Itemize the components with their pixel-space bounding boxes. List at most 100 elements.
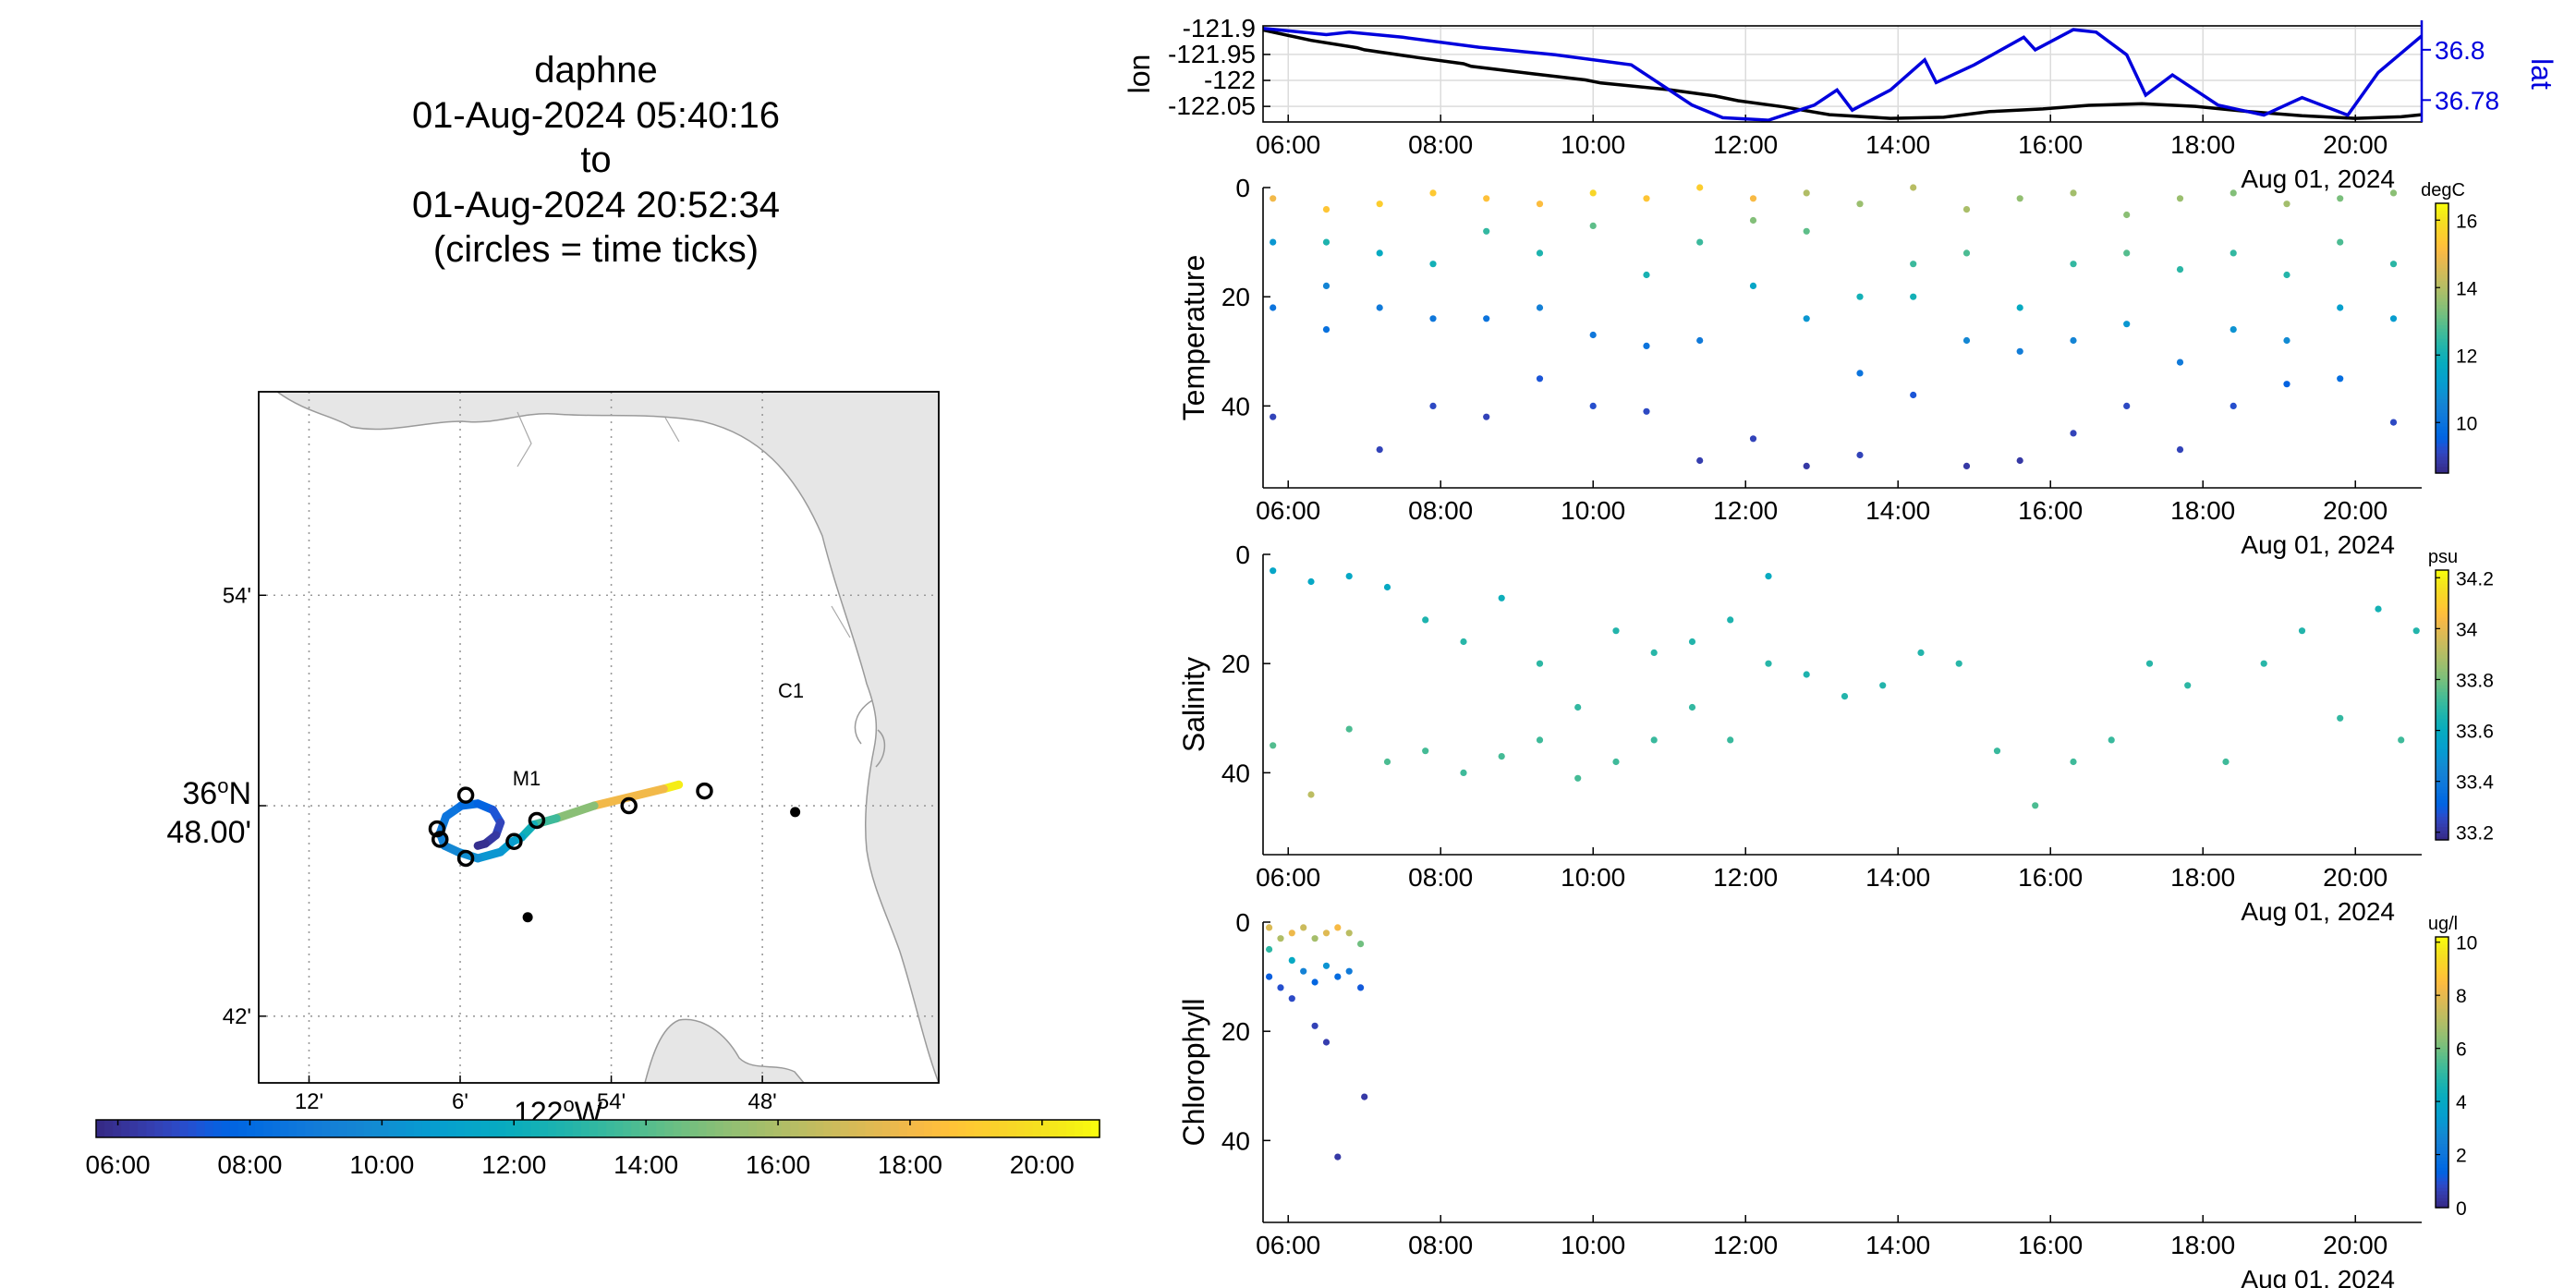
map-colorbar-cell bbox=[272, 1120, 281, 1137]
x-tick-label: 16:00 bbox=[2018, 130, 2083, 159]
data-point bbox=[1322, 282, 1331, 289]
data-point bbox=[1962, 249, 1971, 257]
data-point bbox=[1277, 935, 1284, 942]
map-colorbar-cell bbox=[898, 1120, 908, 1137]
colorbar-cell bbox=[2436, 273, 2448, 278]
colorbar-cell bbox=[2436, 579, 2448, 585]
colorbar-cell bbox=[2436, 990, 2448, 995]
colorbar-cell bbox=[2436, 1136, 2448, 1141]
map-colorbar-cell bbox=[564, 1120, 574, 1137]
map-colorbar-tick-label: 20:00 bbox=[1010, 1150, 1075, 1179]
x-tick-label: 14:00 bbox=[1865, 130, 1930, 159]
map-colorbar-cell bbox=[1049, 1120, 1059, 1137]
x-tick-label: 06:00 bbox=[1256, 863, 1320, 892]
map-colorbar-cell bbox=[188, 1120, 198, 1137]
data-point bbox=[1696, 336, 1704, 345]
colorbar-cell bbox=[2436, 226, 2448, 231]
data-point bbox=[2389, 189, 2398, 197]
colorbar-cell bbox=[2436, 681, 2448, 686]
colorbar-cell bbox=[2436, 711, 2448, 716]
map-colorbar-cell bbox=[639, 1120, 650, 1137]
colorbar-cell bbox=[2436, 412, 2448, 417]
colorbar-cell bbox=[2436, 603, 2448, 608]
data-point bbox=[2176, 266, 2184, 273]
x-tick-label: 10:00 bbox=[1561, 863, 1625, 892]
colorbar-cell bbox=[2436, 392, 2448, 396]
colorbar-tick-label: 8 bbox=[2456, 986, 2467, 1007]
colorbar-cell bbox=[2436, 695, 2448, 699]
colorbar-cell bbox=[2436, 1184, 2448, 1188]
colorbar-cell bbox=[2436, 620, 2448, 625]
data-point bbox=[1688, 703, 1696, 711]
data-point bbox=[1345, 930, 1353, 937]
x-tick-label: 06:00 bbox=[1256, 130, 1320, 159]
salinity-axis-label: Salinity bbox=[1177, 657, 1210, 752]
colorbar-cell bbox=[2436, 728, 2448, 733]
colorbar-cell bbox=[2436, 722, 2448, 726]
colorbar-tick-label: 12 bbox=[2456, 346, 2477, 367]
lat-axis-label: lat bbox=[2525, 58, 2558, 90]
colorbar-cell bbox=[2436, 765, 2448, 770]
colorbar-cell bbox=[2436, 994, 2448, 999]
map-colorbar-cell bbox=[1024, 1120, 1034, 1137]
map-colorbar-cell bbox=[547, 1120, 557, 1137]
colorbar-cell bbox=[2436, 203, 2448, 208]
colorbar-cell bbox=[2436, 406, 2448, 410]
map-colorbar-cell bbox=[505, 1120, 516, 1137]
colorbar-cell bbox=[2436, 789, 2448, 794]
map-colorbar-cell bbox=[1082, 1120, 1092, 1137]
data-point bbox=[1429, 189, 1437, 197]
data-point bbox=[1612, 627, 1620, 635]
colorbar-cell bbox=[2436, 1015, 2448, 1019]
map-x-tick-label: 54' bbox=[597, 1089, 626, 1114]
colorbar-cell bbox=[2436, 966, 2448, 972]
map-colorbar-cell bbox=[456, 1120, 465, 1137]
colorbar-cell bbox=[2436, 705, 2448, 710]
data-point bbox=[2016, 456, 2023, 465]
data-point bbox=[1879, 682, 1887, 689]
map-colorbar-cell bbox=[932, 1120, 942, 1137]
colorbar-cell bbox=[2436, 243, 2448, 249]
data-point bbox=[2070, 336, 2077, 345]
lon-axis-label: lon bbox=[1123, 55, 1156, 94]
map-colorbar-cell bbox=[121, 1120, 130, 1137]
map-colorbar-cell bbox=[338, 1120, 348, 1137]
map-colorbar-cell bbox=[154, 1120, 164, 1137]
map-colorbar-cell bbox=[1015, 1120, 1026, 1137]
x-tick-label: 12:00 bbox=[1713, 496, 1778, 525]
colorbar-cell bbox=[2436, 453, 2448, 457]
colorbar-cell bbox=[2436, 310, 2448, 316]
map-colorbar-cell bbox=[848, 1120, 858, 1137]
colorbar-cell bbox=[2436, 318, 2448, 322]
colorbar-cell bbox=[2436, 738, 2448, 743]
colorbar-cell bbox=[2436, 1163, 2448, 1168]
colorbar-cell bbox=[2436, 954, 2448, 958]
map-x-tick-label: 6' bbox=[452, 1089, 468, 1114]
map-colorbar-cell bbox=[681, 1120, 691, 1137]
data-point bbox=[2230, 189, 2237, 197]
x-tick-label: 12:00 bbox=[1713, 1231, 1778, 1259]
colorbar-cell bbox=[2436, 1062, 2448, 1066]
lat-tick-label: 36.8 bbox=[2435, 36, 2485, 65]
colorbar-cell bbox=[2436, 1099, 2448, 1104]
data-point bbox=[1856, 370, 1864, 377]
data-point bbox=[1589, 331, 1597, 339]
colorbar-cell bbox=[2436, 263, 2448, 268]
data-point bbox=[1803, 315, 1810, 322]
data-point bbox=[1322, 206, 1331, 213]
colorbar-cell bbox=[2436, 1051, 2448, 1056]
colorbar-cell bbox=[2436, 685, 2448, 689]
colorbar-cell bbox=[2436, 677, 2448, 683]
y-tick-label: 0 bbox=[1235, 541, 1250, 569]
colorbar-cell bbox=[2436, 956, 2448, 962]
colorbar-cell bbox=[2436, 328, 2448, 333]
data-point bbox=[1322, 930, 1331, 937]
map-colorbar-cell bbox=[1065, 1120, 1075, 1137]
data-point bbox=[1643, 195, 1650, 202]
map-colorbar-cell bbox=[229, 1120, 239, 1137]
colorbar-cell bbox=[2436, 573, 2448, 577]
colorbar-cell bbox=[2436, 1153, 2448, 1158]
map-colorbar-cell bbox=[756, 1120, 766, 1137]
map-colorbar-cell bbox=[957, 1120, 966, 1137]
colorbar-cell bbox=[2436, 1001, 2448, 1005]
